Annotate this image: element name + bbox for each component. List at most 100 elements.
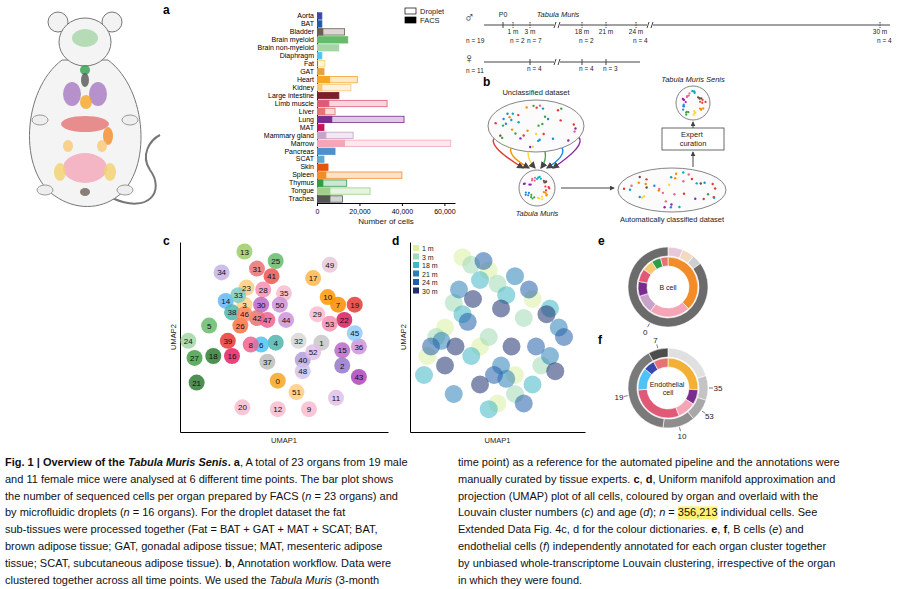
cell-dot: [694, 198, 696, 200]
cluster-label: 47: [263, 316, 272, 325]
bar: [317, 124, 324, 130]
cell-dot: [682, 109, 684, 111]
cluster-point: [264, 268, 280, 284]
tick: Kidney: [293, 84, 315, 92]
flow-arrow: [561, 188, 614, 189]
cluster-label: 14: [221, 297, 230, 306]
cell-dot: [528, 183, 530, 185]
bar: [317, 69, 324, 75]
cell-dot: [644, 183, 646, 185]
legend-swatch: [413, 245, 419, 251]
timeline-line: [484, 25, 890, 26]
cell-dot: [541, 123, 543, 125]
tick-label: Spleen: [292, 171, 314, 179]
point: [415, 366, 433, 384]
tick: Liver: [299, 108, 315, 115]
tick: Skin: [300, 163, 314, 170]
cell-dot: [673, 193, 675, 195]
cell-dot: [532, 105, 534, 107]
cluster-label: 11: [332, 394, 341, 403]
timeline-line: [484, 62, 640, 63]
cell-dot: [525, 191, 527, 193]
caption-line: clustered together across all time point…: [5, 574, 379, 586]
highlight: [678, 506, 718, 519]
timeline: ♂♀P01 mn = 23 mn = 7n = 418 mn = 2n = 42…: [464, 9, 892, 74]
cluster-label: 45: [350, 329, 359, 338]
donut-slice: [661, 257, 668, 267]
cell-dot: [546, 193, 548, 195]
bar: [317, 13, 322, 19]
tick-label: Limb muscle: [275, 100, 314, 107]
cell-dot: [527, 194, 529, 196]
tick: GAT: [300, 68, 315, 75]
cluster-label: 3: [242, 301, 247, 310]
tick-label: Kidney: [293, 84, 315, 92]
cluster-label: 36: [354, 343, 363, 352]
organ: [80, 188, 90, 196]
cluster-point: [259, 312, 275, 328]
cluster-label: 29: [313, 310, 322, 319]
caption-line: tissue; SCAT, subcutaneous adipose tissu…: [5, 557, 391, 569]
caption-text: sub-tissues were processed together (Fat…: [5, 523, 378, 535]
axis-break: [554, 22, 556, 28]
cluster-label: 33: [234, 291, 243, 300]
cell-dot: [683, 105, 685, 107]
tick: Brain non-myeloid: [258, 44, 315, 52]
cell-dot: [510, 119, 512, 121]
bar: [317, 21, 322, 27]
caption-text: 356,213: [678, 506, 718, 518]
cell-dot: [662, 192, 664, 194]
point: [538, 305, 556, 323]
cluster-label: 25: [271, 257, 280, 266]
cell-dot: [691, 178, 693, 180]
tick: MAT: [300, 124, 315, 131]
flow-arrow: [511, 148, 529, 168]
caption-text: clustered together across all time point…: [5, 574, 270, 586]
cluster-label: 21: [192, 379, 201, 388]
bar: [317, 108, 335, 114]
x-axis: [411, 432, 586, 433]
axis-break: [554, 59, 556, 65]
cluster-label: 50: [275, 301, 284, 310]
cell-dot: [573, 130, 575, 132]
tick: BAT: [301, 20, 315, 27]
caption-text: by unbiased whole-transcriptome Louvain …: [458, 557, 835, 569]
cell-dot: [519, 137, 521, 139]
tick: Fat: [304, 60, 314, 67]
cluster-label: 26: [236, 322, 245, 331]
axis-break: [647, 22, 649, 28]
cell-dot: [704, 101, 706, 103]
cell-dot: [683, 99, 685, 101]
cell-dot: [537, 124, 539, 126]
cell-dot: [688, 92, 690, 94]
point: [459, 313, 477, 331]
organ: [80, 95, 92, 109]
cell-dot: [682, 98, 684, 100]
caption-line: in which they were found.: [458, 574, 582, 586]
time-label: 18 m: [575, 28, 589, 35]
tick-label: Thymus: [289, 179, 314, 187]
caption-line: endothelial cells (f) independently anno…: [458, 540, 826, 552]
point: [471, 376, 489, 394]
cell-dot: [630, 185, 632, 187]
panel-letter: c: [163, 234, 170, 248]
panel-letter: b: [483, 75, 490, 89]
cell-dot: [525, 106, 527, 108]
curation-box: [662, 128, 724, 150]
point: [462, 347, 480, 365]
axis-line: [181, 432, 389, 433]
cell-dot: [682, 105, 684, 107]
bar: [317, 180, 347, 186]
cell-dot: [641, 196, 643, 198]
cell-dot: [526, 130, 528, 132]
tick: 0: [316, 203, 320, 215]
bar: [317, 76, 357, 82]
cluster-point: [259, 354, 275, 370]
donut-slice: [697, 376, 708, 401]
workflow-label: Expert curation: [680, 130, 707, 148]
donut-slice: [654, 358, 668, 370]
cluster-point: [268, 335, 284, 351]
caption-text: ) and age (: [590, 506, 644, 518]
cluster-label: 13: [240, 248, 249, 257]
cluster-label: 27: [190, 354, 199, 363]
